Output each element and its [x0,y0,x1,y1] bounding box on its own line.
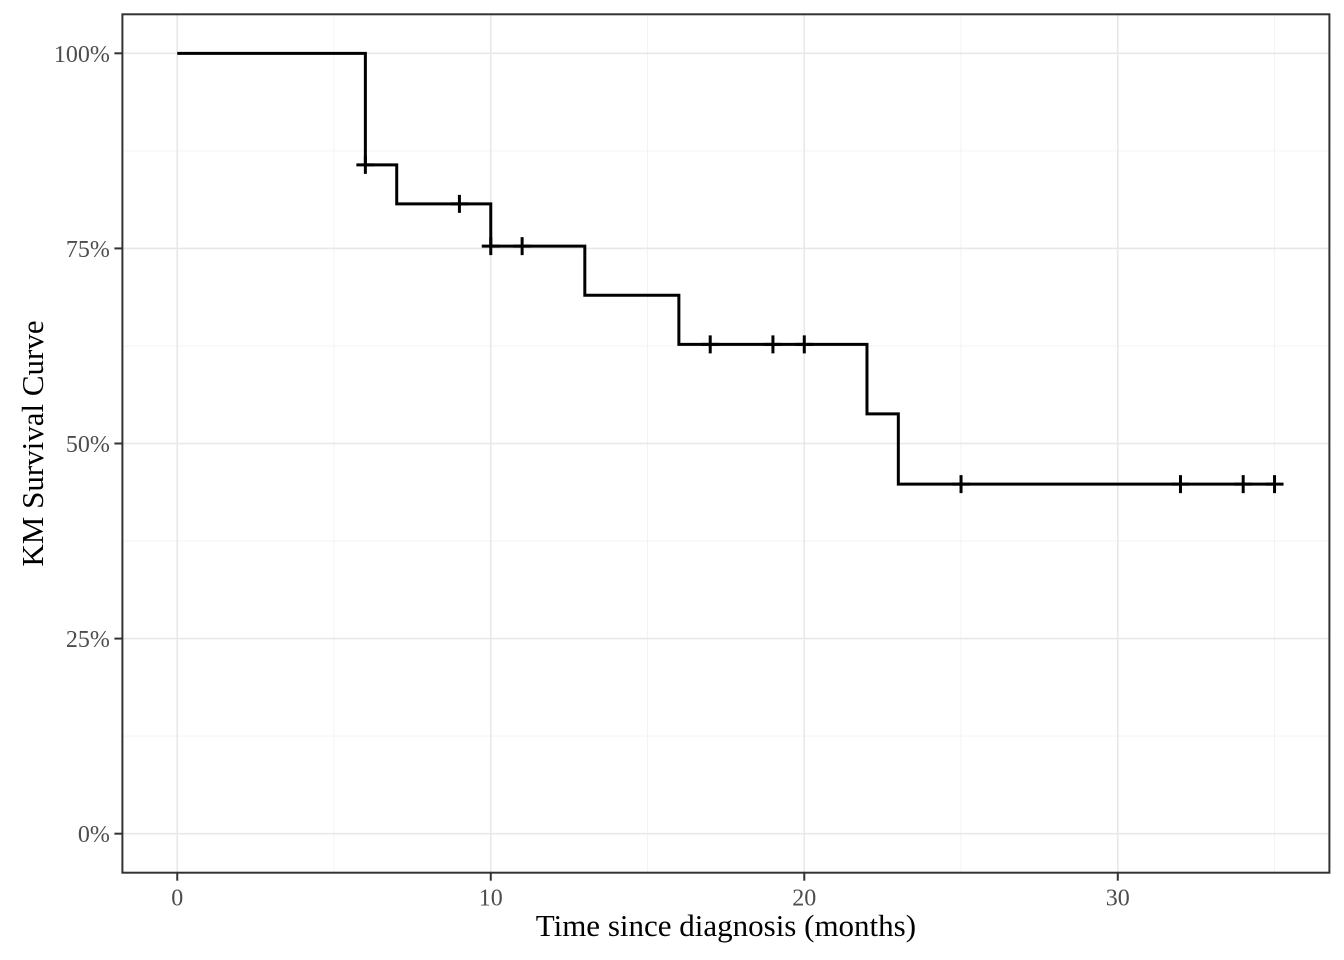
y-tick-label: 25% [66,627,110,653]
censor-mark [1171,475,1190,494]
censor-mark [356,155,375,174]
censor-mark [481,237,500,256]
y-tick-label: 75% [66,237,110,263]
censor-mark [1234,475,1253,494]
x-axis-title: Time since diagnosis (months) [536,908,916,943]
x-tick-label: 0 [171,886,183,912]
y-tick-label: 50% [66,432,110,458]
x-tick-label: 20 [792,886,816,912]
censor-mark [795,335,814,354]
y-axis-title: KM Survival Curve [15,320,50,566]
censor-mark [701,335,720,354]
y-tick-label: 100% [54,42,110,68]
x-tick-label: 30 [1106,886,1130,912]
censor-mark [1265,475,1284,494]
censor-mark [763,335,782,354]
y-tick-label: 0% [78,822,110,848]
censor-mark [513,237,532,256]
x-tick-label: 10 [479,886,503,912]
censor-mark [450,194,469,213]
censor-mark [952,475,971,494]
survival-step-curve [177,51,1275,486]
